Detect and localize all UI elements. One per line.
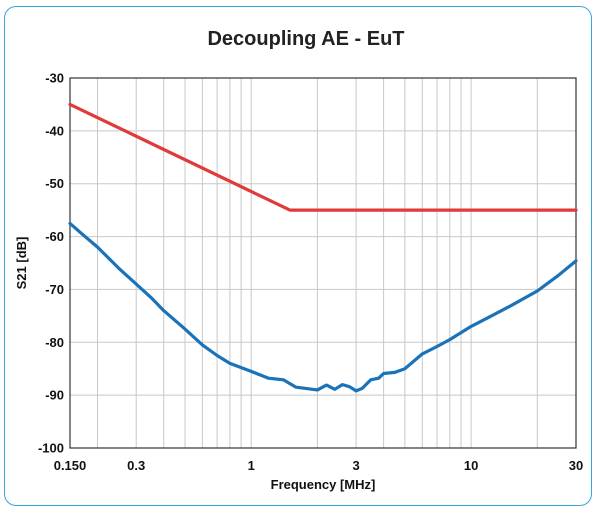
plot-area <box>69 77 577 449</box>
y-tick-label: -50 <box>45 176 64 191</box>
series-group <box>68 102 578 393</box>
series-line-measured <box>68 221 578 393</box>
x-tick-label: 3 <box>352 458 359 473</box>
y-tick-label: -70 <box>45 282 64 297</box>
y-tick-labels: -30 -40 -50 -60 -70 -80 -90 -100 <box>38 71 64 456</box>
x-tick-label: 10 <box>464 458 478 473</box>
grid <box>70 77 576 449</box>
series-line-limit <box>68 102 578 212</box>
y-tick-label: -40 <box>45 123 64 138</box>
y-tick-label: -80 <box>45 335 64 350</box>
y-tick-label: -100 <box>38 441 64 456</box>
y-tick-label: -60 <box>45 229 64 244</box>
y-tick-label: -30 <box>45 71 64 86</box>
chart-title: Decoupling AE - EuT <box>207 28 404 50</box>
y-tick-label: -90 <box>45 388 64 403</box>
chart-frame <box>4 6 592 506</box>
x-tick-labels: 0.150 0.3 1 3 10 30 <box>54 458 584 473</box>
y-axis-label: S21 [dB] <box>14 237 29 290</box>
x-tick-label: 30 <box>569 458 583 473</box>
x-tick-label: 1 <box>248 458 255 473</box>
x-tick-label: 0.150 <box>54 458 87 473</box>
x-axis-label: Frequency [MHz] <box>271 477 376 492</box>
x-tick-label: 0.3 <box>127 458 145 473</box>
